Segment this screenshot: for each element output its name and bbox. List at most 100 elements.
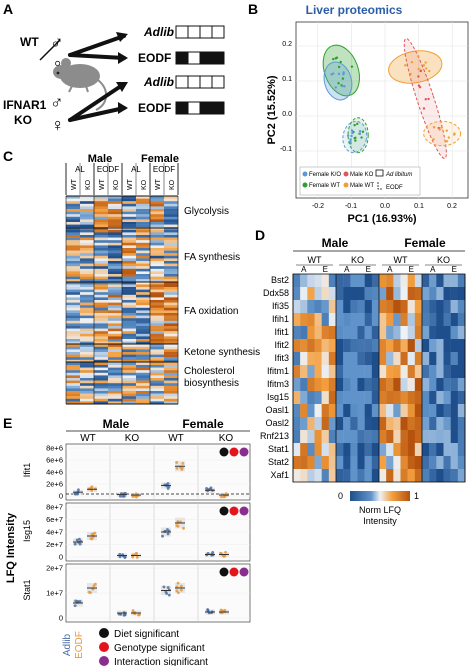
c-heat-cell: [80, 385, 95, 389]
d-heat-cell: [393, 326, 401, 340]
c-heat-cell: [122, 214, 137, 217]
c-heat-cell: [136, 276, 151, 280]
d-heat-cell: [328, 404, 337, 418]
d-scale-label-1: Norm LFQ: [359, 505, 401, 515]
d-heat-cell: [400, 404, 408, 418]
c-heat-cell: [66, 398, 81, 402]
d-heat-cell: [429, 404, 437, 418]
c-heat-cell: [122, 263, 137, 267]
d-heat-cell: [293, 287, 301, 301]
c-heat-cell: [66, 211, 81, 215]
legend-female-ko: Female K/O: [309, 172, 341, 178]
c-heat-cell: [164, 318, 179, 321]
pathway-biosynthesis: biosynthesis: [184, 378, 239, 389]
c-heat-cell: [150, 398, 165, 402]
c-heat-cell: [94, 206, 109, 210]
d-heat-cell: [343, 443, 351, 457]
d-heat-cell: [364, 300, 373, 314]
c-heat-cell: [108, 206, 123, 210]
c-heat-cell: [164, 315, 179, 319]
c-heat-cell: [66, 300, 81, 303]
d-heat-cell: [400, 326, 408, 340]
e-point: [220, 495, 223, 499]
c-heat-cell: [150, 271, 165, 275]
c-heat-cell: [136, 287, 151, 290]
c-heat-cell: [108, 318, 123, 321]
c-heat-cell: [136, 281, 151, 285]
c-heat-cell: [150, 352, 165, 355]
c-heat-cell: [80, 258, 95, 262]
d-heat-cell: [343, 378, 351, 392]
legend-male-wt: Male WT: [350, 183, 374, 189]
d-heat-cell: [443, 365, 451, 379]
c-heat-cell: [136, 315, 151, 319]
d-heat-cell: [307, 456, 315, 470]
c-heat-cell: [80, 289, 95, 293]
d-heat-cell: [314, 326, 322, 340]
d-heat-cell: [321, 287, 330, 301]
c-heat-cell: [164, 294, 179, 298]
c-heat-cell: [94, 242, 109, 246]
c-heat-cell: [66, 242, 81, 246]
d-heat-cell: [450, 456, 459, 470]
d-heat-cell: [371, 456, 380, 470]
d-heat-cell: [300, 378, 308, 392]
wt-label: WT: [20, 35, 39, 49]
c-heat-cell: [80, 357, 95, 360]
c-heat-cell: [66, 271, 81, 275]
c-heat-cell: [164, 357, 179, 360]
c-heat-cell: [150, 266, 165, 269]
d-heat-cell: [293, 456, 301, 470]
c-heat-cell: [164, 281, 179, 285]
c-heat-cell: [80, 307, 95, 311]
c-heat-cell: [94, 380, 109, 384]
d-diet-header: A: [301, 265, 307, 274]
d-heat-cell: [321, 313, 330, 327]
c-heat-cell: [94, 294, 109, 298]
c-heat-cell: [108, 310, 123, 314]
c-heat-cell: [108, 198, 123, 202]
c-heat-cell: [136, 401, 151, 405]
e-point: [78, 542, 82, 546]
c-heat-cell: [164, 388, 179, 392]
c-heat-cell: [66, 336, 81, 340]
c-heat-cell: [80, 196, 95, 199]
c-heat-cell: [108, 287, 123, 290]
d-heat-cell: [457, 300, 466, 314]
d-heat-cell: [328, 469, 337, 483]
c-heat-cell: [108, 365, 123, 368]
c-heat-cell: [136, 284, 151, 288]
c-heat-cell: [94, 209, 109, 212]
pca-point: [342, 71, 345, 74]
c-heat-cell: [94, 396, 109, 399]
c-heat-cell: [164, 307, 179, 311]
e-point: [118, 494, 122, 498]
c-heat-cell: [122, 237, 137, 241]
c-heat-cell: [150, 362, 165, 366]
c-diet-header: AL: [75, 165, 85, 174]
d-heat-cell: [407, 287, 416, 301]
c-heat-cell: [108, 336, 123, 340]
d-heat-cell: [343, 339, 351, 353]
d-heat-cell: [429, 326, 437, 340]
legend-genotype-dot: [99, 642, 109, 652]
c-heat-cell: [150, 378, 165, 381]
d-heat-cell: [450, 404, 459, 418]
c-heat-cell: [150, 344, 165, 347]
c-heat-cell: [108, 378, 123, 381]
c-heat-cell: [66, 279, 81, 282]
e-y-axis-label: LFQ Intensity: [5, 512, 17, 583]
c-heat-cell: [80, 261, 95, 264]
d-diet-header: A: [387, 265, 393, 274]
d-heat-cell: [457, 430, 466, 444]
c-heat-cell: [94, 339, 109, 342]
c-heat-cell: [108, 362, 123, 366]
d-heat-cell: [314, 365, 322, 379]
d-heat-cell: [443, 313, 451, 327]
d-gene-label: Ifit3: [274, 353, 289, 363]
e-point: [211, 550, 215, 554]
ellipse-female-wt-eodf: [347, 117, 369, 154]
c-heat-cell: [108, 201, 123, 204]
c-heat-cell: [164, 385, 179, 389]
legend-genotype: Genotype significant: [114, 643, 205, 654]
